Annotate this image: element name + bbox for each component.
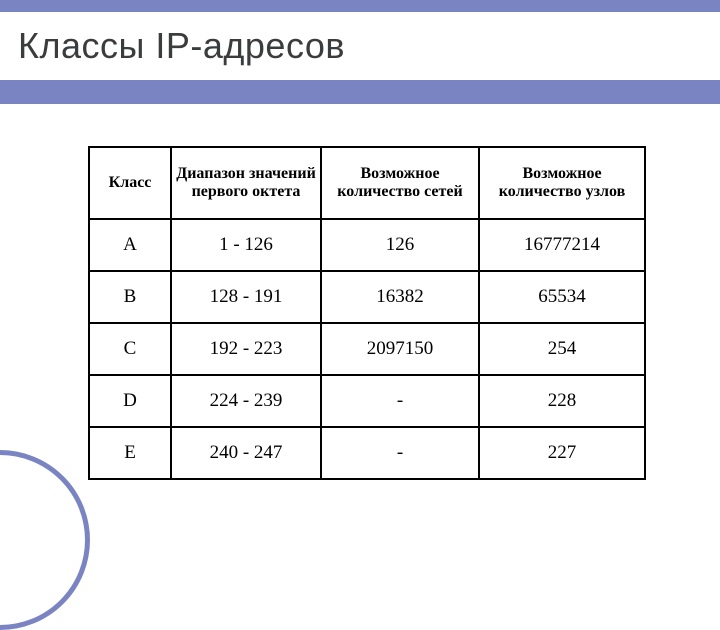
cell-hosts: 254 — [479, 323, 645, 375]
cell-class: A — [89, 219, 171, 271]
cell-range: 1 - 126 — [171, 219, 321, 271]
cell-class: E — [89, 427, 171, 479]
cell-class: C — [89, 323, 171, 375]
cell-networks: - — [321, 427, 479, 479]
cell-range: 240 - 247 — [171, 427, 321, 479]
table-row: E 240 - 247 - 227 — [89, 427, 645, 479]
cell-networks: - — [321, 375, 479, 427]
cell-hosts: 227 — [479, 427, 645, 479]
title-strip: Классы IP-адресов — [0, 12, 720, 80]
decorative-corner-arc — [0, 450, 90, 630]
table-row: C 192 - 223 2097150 254 — [89, 323, 645, 375]
ip-classes-table-wrap: Класс Диапазон значений первого октета В… — [88, 146, 644, 480]
page-title: Классы IP-адресов — [18, 25, 345, 67]
table-header-row: Класс Диапазон значений первого октета В… — [89, 147, 645, 219]
cell-networks: 126 — [321, 219, 479, 271]
cell-class: D — [89, 375, 171, 427]
col-header-hosts: Возможное количество узлов — [479, 147, 645, 219]
cell-class: B — [89, 271, 171, 323]
col-header-class: Класс — [89, 147, 171, 219]
cell-hosts: 228 — [479, 375, 645, 427]
cell-range: 128 - 191 — [171, 271, 321, 323]
table-row: B 128 - 191 16382 65534 — [89, 271, 645, 323]
cell-range: 224 - 239 — [171, 375, 321, 427]
cell-range: 192 - 223 — [171, 323, 321, 375]
cell-networks: 2097150 — [321, 323, 479, 375]
table-row: A 1 - 126 126 16777214 — [89, 219, 645, 271]
table-row: D 224 - 239 - 228 — [89, 375, 645, 427]
ip-classes-table: Класс Диапазон значений первого октета В… — [88, 146, 646, 480]
cell-hosts: 16777214 — [479, 219, 645, 271]
cell-networks: 16382 — [321, 271, 479, 323]
cell-hosts: 65534 — [479, 271, 645, 323]
col-header-networks: Возможное количество сетей — [321, 147, 479, 219]
col-header-range: Диапазон значений первого октета — [171, 147, 321, 219]
